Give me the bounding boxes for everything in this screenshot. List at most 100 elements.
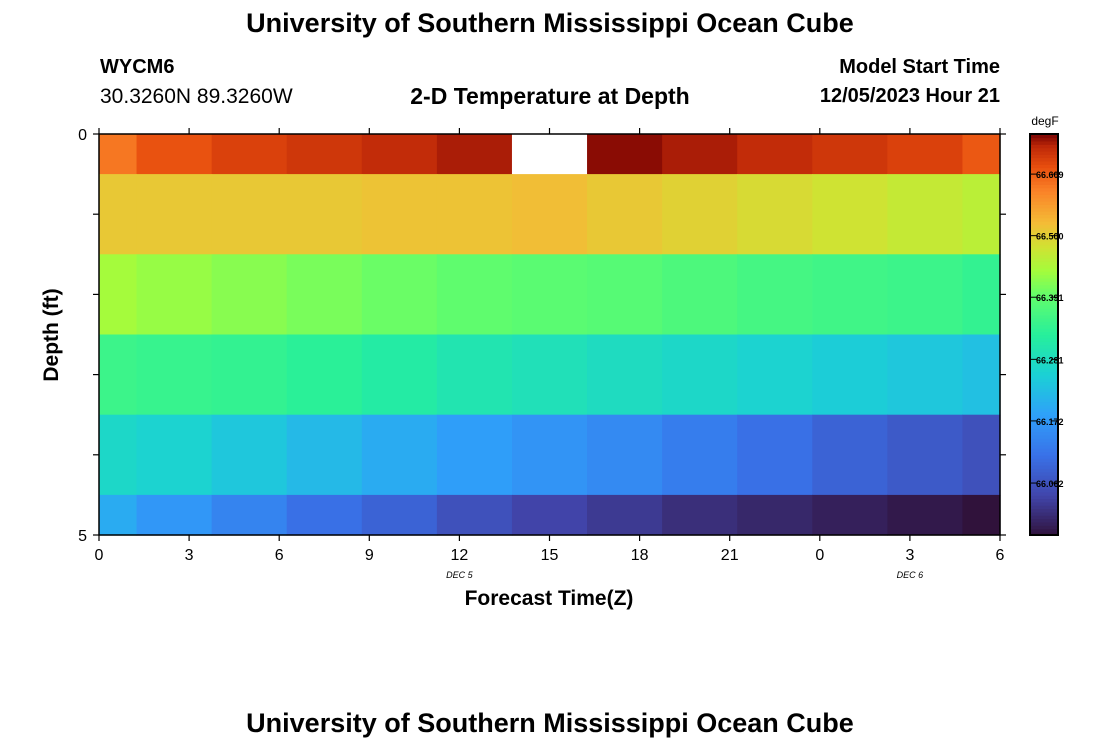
- colorbar-segment: [1030, 147, 1058, 152]
- colorbar-segment: [1030, 190, 1058, 195]
- colorbar-segment: [1030, 311, 1058, 316]
- colorbar-tick-label: 66.391: [1036, 293, 1064, 303]
- colorbar-segment: [1030, 364, 1058, 369]
- colorbar-segment: [1030, 514, 1058, 520]
- heatmap-cell: [887, 134, 964, 175]
- colorbar-tick-label: 66.281: [1036, 355, 1064, 365]
- heatmap-cell: [812, 414, 888, 496]
- colorbar-segment: [1030, 134, 1058, 139]
- heatmap-cell: [662, 414, 738, 496]
- colorbar-segment: [1030, 304, 1058, 309]
- colorbar-segment: [1030, 341, 1058, 346]
- heatmap-cell: [662, 494, 738, 536]
- x-date-label: DEC 5: [446, 570, 474, 580]
- colorbar-tick-label: 66.062: [1036, 479, 1064, 489]
- heatmap-cell: [962, 254, 1001, 336]
- heatmap-cell: [211, 254, 288, 336]
- colorbar-segment: [1030, 194, 1058, 199]
- colorbar-segment: [1030, 387, 1058, 393]
- colorbar-segment: [1030, 408, 1058, 413]
- heatmap-cell: [962, 134, 1001, 175]
- colorbar-segment: [1030, 154, 1058, 159]
- x-tick-label: 9: [365, 547, 374, 564]
- colorbar-segment: [1030, 200, 1058, 205]
- colorbar-segment: [1030, 377, 1058, 383]
- colorbar-segment: [1030, 458, 1058, 463]
- heatmap-cell: [812, 134, 888, 175]
- colorbar-segment: [1030, 367, 1058, 373]
- colorbar-segment: [1030, 518, 1058, 523]
- heatmap-cell: [436, 134, 513, 175]
- heatmap-cell: [887, 254, 964, 336]
- heatmap-cell: [962, 494, 1001, 536]
- colorbar-tick-label: 66.609: [1036, 170, 1064, 180]
- colorbar-segment: [1030, 421, 1058, 426]
- colorbar-segment: [1030, 404, 1058, 409]
- heatmap-cell: [737, 254, 813, 336]
- colorbar-segment: [1030, 307, 1058, 312]
- colorbar-segment: [1030, 418, 1058, 423]
- colorbar-segment: [1030, 257, 1058, 262]
- heatmap-cell: [361, 254, 438, 336]
- colorbar-segment: [1030, 488, 1058, 493]
- colorbar-segment: [1030, 250, 1058, 256]
- heatmap-cell: [361, 494, 438, 536]
- colorbar-segment: [1030, 150, 1058, 155]
- colorbar-segment: [1030, 494, 1058, 500]
- colorbar-segment: [1030, 140, 1058, 145]
- colorbar-segment: [1030, 357, 1058, 363]
- footer-title: University of Southern Mississippi Ocean…: [246, 708, 854, 738]
- colorbar-segment: [1030, 528, 1058, 533]
- station-coordinates: 30.3260N 89.3260W: [100, 85, 293, 108]
- heatmap-cell: [436, 494, 513, 536]
- colorbar-segment: [1030, 361, 1058, 366]
- colorbar-segment: [1030, 287, 1058, 292]
- colorbar-segment: [1030, 381, 1058, 386]
- heatmap-cell: [662, 174, 738, 255]
- heatmap-cell: [511, 134, 588, 175]
- colorbar-segment: [1030, 334, 1058, 339]
- colorbar-segment: [1030, 431, 1058, 436]
- colorbar-segment: [1030, 524, 1058, 530]
- station-id: WYCM6: [100, 56, 175, 78]
- colorbar-frame: [1029, 133, 1059, 536]
- colorbar-segment: [1030, 371, 1058, 376]
- colorbar-segment: [1030, 174, 1058, 179]
- heatmap-cell: [887, 494, 964, 536]
- heatmap-cell: [136, 494, 213, 536]
- colorbar-segment: [1030, 321, 1058, 326]
- colorbar-segment: [1030, 498, 1058, 503]
- colorbar-segment: [1030, 297, 1058, 302]
- heatmap-cell: [962, 414, 1001, 496]
- colorbar-segment: [1030, 144, 1058, 149]
- colorbar-segment: [1030, 184, 1058, 189]
- colorbar-segment: [1030, 504, 1058, 510]
- heatmap-cell: [136, 134, 213, 175]
- heatmap-cell: [511, 414, 588, 496]
- heatmap-cell: [587, 254, 663, 336]
- colorbar-segment: [1030, 324, 1058, 329]
- colorbar-segment: [1030, 478, 1058, 483]
- x-tick-label: 3: [905, 547, 914, 564]
- colorbar-segment: [1030, 240, 1058, 246]
- colorbar-segment: [1030, 461, 1058, 466]
- colorbar-segment: [1030, 444, 1058, 449]
- colorbar-segment: [1030, 501, 1058, 506]
- colorbar-segment: [1030, 260, 1058, 266]
- colorbar-segment: [1030, 207, 1058, 212]
- heatmap-cell: [887, 334, 964, 416]
- heatmap-cell: [361, 334, 438, 416]
- colorbar-segment: [1030, 424, 1058, 429]
- colorbar-segment: [1030, 428, 1058, 433]
- heatmap-cell: [962, 334, 1001, 416]
- x-tick-label: 6: [275, 547, 284, 564]
- page-title: University of Southern Mississippi Ocean…: [246, 8, 854, 38]
- colorbar-tick-label: 66.500: [1036, 232, 1064, 242]
- model-start-value: 12/05/2023 Hour 21: [819, 85, 1000, 107]
- colorbar-segment: [1030, 187, 1058, 192]
- heatmap-cell: [737, 334, 813, 416]
- heatmap-cell: [211, 134, 288, 175]
- y-axis-label: Depth (ft): [40, 288, 63, 381]
- heatmap-cell: [361, 414, 438, 496]
